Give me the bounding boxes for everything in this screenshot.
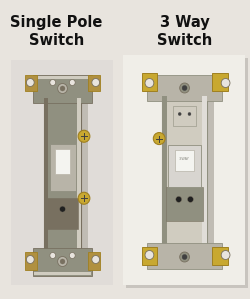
- Bar: [88, 251, 100, 269]
- Circle shape: [182, 254, 187, 260]
- Circle shape: [26, 79, 34, 86]
- Circle shape: [145, 251, 154, 260]
- Bar: [162, 96, 167, 248]
- Bar: [126, 58, 248, 288]
- Bar: [166, 187, 203, 221]
- Circle shape: [178, 112, 181, 115]
- Text: Switch: Switch: [29, 33, 84, 48]
- Circle shape: [145, 79, 154, 88]
- Bar: [26, 251, 37, 269]
- Bar: [47, 100, 88, 260]
- Circle shape: [58, 257, 68, 266]
- Circle shape: [60, 259, 65, 264]
- Circle shape: [26, 256, 34, 263]
- Circle shape: [60, 86, 65, 91]
- Bar: [142, 247, 157, 265]
- Bar: [148, 243, 222, 269]
- Bar: [175, 150, 194, 171]
- Circle shape: [50, 252, 56, 259]
- Bar: [165, 99, 214, 255]
- Circle shape: [78, 192, 90, 204]
- Bar: [56, 149, 70, 174]
- Bar: [11, 60, 113, 285]
- Bar: [212, 73, 228, 91]
- Bar: [202, 96, 207, 248]
- Circle shape: [180, 252, 190, 262]
- Circle shape: [69, 252, 75, 259]
- Bar: [173, 106, 196, 126]
- Circle shape: [153, 132, 165, 144]
- Bar: [34, 76, 91, 79]
- Bar: [44, 97, 48, 252]
- Circle shape: [176, 196, 182, 202]
- Bar: [33, 74, 92, 103]
- Bar: [26, 74, 37, 91]
- Circle shape: [50, 80, 56, 86]
- Circle shape: [58, 83, 68, 94]
- Bar: [33, 248, 92, 275]
- Bar: [168, 145, 201, 187]
- Bar: [162, 96, 207, 248]
- Text: 3 Way: 3 Way: [160, 15, 210, 30]
- Text: Single Pole: Single Pole: [10, 15, 103, 30]
- Bar: [47, 198, 78, 229]
- Bar: [148, 75, 222, 101]
- Circle shape: [221, 79, 230, 88]
- Bar: [88, 74, 100, 91]
- Bar: [212, 247, 228, 265]
- Text: 3-WAY: 3-WAY: [179, 157, 190, 161]
- Bar: [77, 97, 81, 252]
- Circle shape: [182, 86, 187, 91]
- Circle shape: [78, 130, 90, 142]
- Circle shape: [92, 256, 100, 263]
- Circle shape: [69, 80, 75, 86]
- Circle shape: [221, 251, 230, 260]
- Bar: [44, 97, 81, 252]
- Bar: [123, 55, 245, 285]
- Text: Switch: Switch: [157, 33, 212, 48]
- Bar: [50, 144, 76, 190]
- Circle shape: [180, 83, 190, 93]
- Circle shape: [60, 206, 66, 212]
- Bar: [34, 271, 91, 274]
- Circle shape: [92, 79, 100, 86]
- Circle shape: [188, 112, 191, 115]
- Bar: [142, 73, 157, 91]
- Circle shape: [188, 196, 193, 202]
